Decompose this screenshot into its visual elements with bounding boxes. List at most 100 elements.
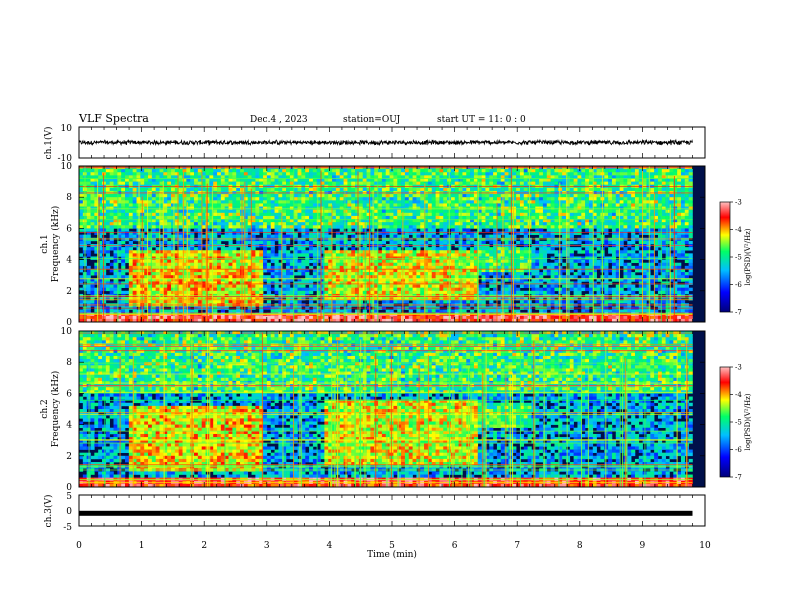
ch1-spectrogram-cell [174, 309, 179, 313]
ch1-spectrogram-cell [366, 187, 371, 192]
ch1-spectrogram-cell [332, 215, 337, 220]
ch1-spectrogram-cell [416, 287, 421, 292]
ch1-spectrogram-cell [404, 318, 410, 323]
ch1-spectrogram-cell [159, 169, 164, 173]
ch1-spectrogram-cell [286, 206, 291, 210]
ch1-spectrogram-cell [255, 175, 260, 179]
ch1-spectrogram-cell [98, 259, 103, 264]
ch1-spectrogram-cell [355, 172, 360, 176]
ch1-spectrogram-cell [174, 253, 179, 257]
ch1-spectrogram-cell [324, 228, 329, 232]
ch1-spectrogram-cell [213, 237, 218, 242]
ch1-spectrogram-cell [232, 197, 237, 201]
ch1-spectrogram-cell [466, 212, 471, 217]
ch1-spectrogram-cell [450, 272, 456, 276]
ch1-spectrogram-cell [174, 225, 179, 229]
ch1-spectrogram-cell [251, 212, 256, 217]
ch1-spectrogram-cell [79, 259, 84, 264]
ch1-spectrogram-cell [312, 259, 318, 264]
ch1-spectrogram-cell [381, 212, 387, 217]
ch1-spectrogram-cell [278, 209, 283, 214]
ch1-spectrogram-cell [470, 222, 475, 226]
ch1-spectrogram-cell [301, 315, 306, 320]
ch1-spectrogram-cell [186, 219, 191, 223]
ch1-spectrogram-cell [255, 203, 260, 207]
ch1-spectrogram-cell [389, 309, 394, 313]
ch1-spectrogram-cell [105, 172, 110, 176]
ch1-spectrogram-cell [370, 253, 375, 257]
ch1-spectrogram-cell [263, 284, 268, 288]
ch1-spectrogram-cell [209, 290, 214, 295]
ch1-spectrogram-cell [278, 178, 283, 182]
ch1-spectrogram-cell [128, 219, 133, 223]
ch1-spectrogram-cell [117, 247, 122, 251]
ch1-spectrogram-cell [385, 225, 390, 229]
ch1-spectrogram-cell [424, 300, 429, 304]
ch1-spectrogram-cell [374, 200, 379, 204]
ch1-spectrogram-cell [228, 172, 233, 176]
ch1-spectrogram-cell [228, 234, 233, 239]
ch1-spectrogram-cell [90, 175, 95, 179]
ch1-spectrogram-cell [351, 290, 356, 295]
ch1-spectrogram-cell [332, 250, 337, 254]
ch1-spectrogram-cell [186, 206, 191, 210]
ch1-spectrogram-cell [167, 169, 172, 173]
ch1-spectrogram-cell [312, 247, 318, 251]
ch1-spectrogram-cell [454, 172, 459, 176]
ch1-spectrogram-cell [289, 290, 295, 295]
ch1-spectrogram-cell [182, 194, 187, 198]
ch1-spectrogram-cell [182, 203, 187, 207]
ch1-spectrogram-cell [454, 318, 459, 323]
ch1-spectrogram-cell [412, 318, 417, 323]
ch1-waveform-line [78, 138, 693, 147]
ch1-spectrogram-cell [209, 240, 214, 245]
ch1-spectrogram-cell [113, 225, 118, 229]
ch1-spectrogram-cell [309, 250, 314, 254]
ch1-spectrogram-cell [159, 287, 164, 292]
ch1-spectrogram-cell [431, 203, 436, 207]
ch1-spectrogram-cell [155, 262, 160, 267]
ch1-spectrogram-cell [109, 228, 114, 232]
ch1-spectrogram-cell [263, 318, 268, 323]
ch1-spectrogram-cell [381, 318, 387, 323]
ch1-spectrogram-cell [117, 290, 122, 295]
ch1-spectrogram-cell [293, 187, 298, 192]
ch1-spectrogram-cell [427, 203, 433, 207]
ch1-spectrogram-cell [316, 209, 321, 214]
ch1-spectrogram-cell [251, 315, 256, 320]
ch1-spectrogram-cell [420, 253, 425, 257]
ch1-spectrogram-cell [178, 203, 183, 207]
ch1-spectrogram-cell [86, 212, 91, 217]
ch1-spectrogram-cell [109, 197, 114, 201]
ch1-spectrogram-cell [98, 200, 103, 204]
ch1-spectrogram-cell [462, 284, 467, 288]
ch1-spectrogram-cell [90, 203, 95, 207]
ch1-spectrogram-cell [171, 206, 176, 210]
ch1-spectrogram-cell [282, 197, 287, 201]
ch1-spectrogram-cell [178, 275, 183, 279]
ch1-spectrogram-cell [385, 231, 390, 235]
ch1-spectrogram-cell [466, 200, 471, 204]
ch1-spectrogram-cell [454, 222, 459, 226]
ch1-spectrogram-cell [201, 222, 206, 226]
ch1-spectrogram-cell [121, 225, 126, 229]
ch1-spectrogram-cell [374, 297, 379, 301]
ch1-spectrogram-cell [385, 287, 390, 292]
ch1-spectrogram-cell [209, 181, 214, 186]
ch1-spectrogram-cell [450, 240, 456, 245]
ch1-spectrogram-cell [259, 181, 264, 186]
ch1-spectrogram-cell [186, 175, 191, 179]
ch1-spectrogram-cell [435, 181, 440, 186]
ch1-spectrogram-cell [454, 309, 459, 313]
ch1-spectrogram-cell [151, 253, 156, 257]
ch1-spectrogram-cell [320, 268, 325, 273]
ch1-spectrogram-cell [243, 219, 249, 223]
ch1-spectrogram-cell [351, 225, 356, 229]
ch1-spectrogram-cell [378, 197, 383, 201]
ch1-spectrogram-cell [412, 265, 417, 270]
ch1-spectrogram-cell [263, 172, 268, 176]
ch1-spectrogram-cell [194, 187, 199, 192]
ch1-spectrogram-cell [194, 318, 199, 323]
ch1-spectrogram-cell [343, 209, 348, 214]
ch1-spectrogram-cell [324, 237, 329, 242]
